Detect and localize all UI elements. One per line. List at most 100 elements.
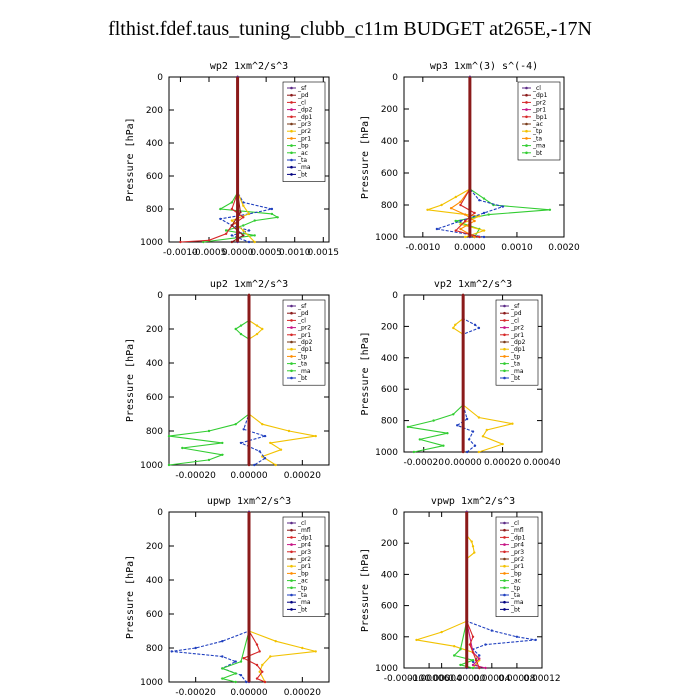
legend-marker — [290, 362, 293, 365]
data-point — [202, 240, 205, 244]
data-point — [247, 240, 251, 244]
data-point — [269, 655, 272, 658]
data-point — [440, 203, 443, 207]
legend-marker — [503, 355, 506, 358]
data-point — [167, 463, 171, 467]
legend-entry: _cl — [297, 520, 306, 527]
panel-title: wp2 1xm^2/s^3 — [210, 61, 288, 72]
legend-entry: _pd — [510, 310, 522, 317]
legend-entry: _tp — [532, 128, 542, 135]
data-point — [452, 413, 455, 416]
x-tick-label: -0.0010 — [405, 243, 440, 253]
series-line-_dp2 — [168, 295, 250, 466]
data-point — [230, 224, 234, 227]
data-point — [481, 435, 485, 438]
x-tick-label: -0.00020 — [403, 458, 444, 468]
legend-entry: _bt — [297, 171, 308, 178]
data-point — [234, 327, 237, 331]
y-tick-label: 600 — [146, 610, 163, 620]
y-tick-label: 0 — [157, 291, 163, 301]
data-point — [234, 660, 237, 663]
data-point — [239, 211, 242, 214]
legend-entry: _cl — [297, 317, 306, 324]
data-point — [224, 232, 228, 235]
data-point — [482, 197, 486, 200]
panel-title: vp2 1xm^2/s^3 — [434, 279, 512, 290]
y-tick-label: 1000 — [140, 678, 163, 688]
series-line-_tp — [455, 295, 480, 453]
legend-marker — [503, 564, 506, 568]
y-tick-label: 0 — [157, 73, 163, 83]
legend-entry: _tp — [297, 353, 307, 360]
legend-marker — [290, 586, 293, 590]
legend-marker — [503, 543, 506, 546]
legend-marker — [290, 579, 293, 582]
data-point — [239, 332, 243, 336]
legend-marker — [525, 86, 528, 90]
data-point — [477, 326, 481, 330]
legend-marker — [525, 137, 528, 140]
data-point — [459, 663, 462, 667]
legend-marker — [503, 586, 506, 590]
legend-marker — [290, 340, 293, 344]
data-point — [239, 674, 243, 677]
data-point — [234, 672, 237, 675]
y-tick-label: 0 — [392, 291, 398, 301]
y-axis-label: Pressure [hPa] — [125, 555, 136, 639]
legend-marker — [290, 129, 293, 133]
data-point — [181, 446, 184, 450]
data-point — [432, 419, 435, 422]
data-point — [230, 201, 234, 204]
data-point — [415, 638, 418, 642]
legend-entry: _ta — [297, 361, 307, 368]
data-point — [459, 200, 462, 203]
data-point — [473, 211, 476, 215]
series-line-_pr2 — [452, 295, 513, 453]
data-point — [224, 229, 228, 232]
data-point — [253, 234, 256, 237]
legend-marker — [290, 165, 293, 169]
legend-entry: _dp2 — [510, 339, 526, 346]
data-point — [459, 203, 462, 207]
data-point — [478, 654, 481, 657]
legend-entry: _bp — [510, 570, 522, 577]
legend-entry: _mfl — [297, 527, 311, 534]
x-tick-label: 0.0010 — [279, 248, 311, 258]
legend-entry: _sf — [510, 303, 520, 310]
y-tick-label: 800 — [381, 417, 398, 427]
y-tick-label: 0 — [392, 73, 398, 83]
x-tick-label: 0.00000 — [448, 674, 485, 684]
x-tick-label: 0.00008 — [498, 674, 535, 684]
y-tick-label: 600 — [146, 393, 163, 403]
legend-marker — [525, 122, 528, 126]
legend-marker — [290, 376, 293, 380]
legend-marker — [290, 137, 293, 140]
legend-entry: _bt — [510, 375, 521, 382]
y-tick-label: 800 — [146, 644, 163, 654]
legend-entry: _ac — [510, 578, 521, 585]
legend — [282, 516, 326, 617]
legend-entry: _ta — [510, 592, 520, 599]
data-point — [485, 428, 488, 432]
x-tick-label: 0.00012 — [523, 674, 560, 684]
legend-entry: _pr1 — [510, 563, 524, 570]
data-point — [440, 630, 443, 634]
legend-marker — [525, 115, 528, 119]
legend-marker — [290, 115, 293, 119]
data-point — [170, 650, 173, 653]
legend-entry: _dp1 — [297, 534, 313, 541]
legend-entry: _ma — [297, 164, 311, 171]
data-point — [426, 208, 429, 211]
legend-entry: _sf — [297, 303, 307, 310]
panel-wp2: wp2 1xm^2/s^3 Pressure [hPa] 0 200 400 600 800… — [125, 61, 339, 258]
legend-marker — [290, 151, 293, 155]
panel-vp2: vp2 1xm^2/s^3 Pressure [hPa] 0 200 400 600 800… — [360, 279, 561, 468]
data-point — [478, 199, 481, 202]
legend-entry: _ta — [510, 361, 520, 368]
series-line-_dp1 — [180, 77, 245, 243]
data-point — [511, 422, 514, 425]
legend-entry: _ta — [297, 592, 307, 599]
x-tick-label: 0.0015 — [308, 248, 340, 258]
data-point — [301, 646, 304, 650]
data-point — [219, 207, 222, 211]
